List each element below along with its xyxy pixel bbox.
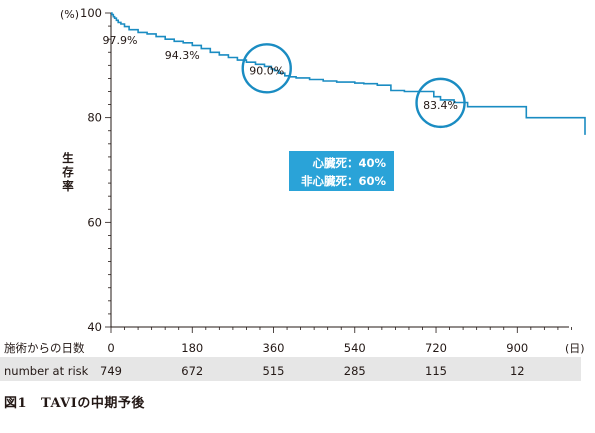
figure-number: 図1 — [4, 396, 28, 411]
y-tick-label: 100 — [80, 6, 102, 20]
risk-table-label: number at risk — [4, 364, 89, 378]
legend-item-noncardiac-death: 非心臓死：60% — [300, 174, 386, 188]
x-unit-label: (日) — [565, 342, 585, 355]
figure-caption: 図1 TAVIの中期予後 — [4, 392, 145, 411]
y-tick-label: 40 — [87, 320, 102, 334]
risk-table-value: 285 — [344, 364, 366, 378]
x-tick-label: 900 — [506, 341, 528, 355]
x-axis-title: 施術からの日数 — [4, 341, 85, 355]
highlight-circle — [241, 43, 292, 94]
survival-curve — [111, 12, 586, 135]
legend-item-cardiac-death: 心臓死：40% — [312, 156, 386, 170]
chart-axes — [105, 12, 572, 333]
figure-title: TAVIの中期予後 — [41, 396, 145, 411]
risk-table-band — [0, 357, 581, 381]
x-tick-label: 180 — [181, 341, 203, 355]
y-axis-title-char: 存 — [62, 165, 74, 179]
survival-curve-layer — [111, 12, 586, 135]
x-tick-label: 720 — [425, 341, 447, 355]
x-tick-label: 540 — [344, 341, 366, 355]
cause-of-death-legend: 心臓死：40% 非心臓死：60% — [289, 151, 394, 191]
risk-table-value: 115 — [425, 364, 447, 378]
annotation-layer: 97.9% 94.3% 90.0% 83.4% — [102, 34, 466, 129]
tick-label-layer: 40 60 80 100 0 180 360 540 720 900 (%) (日) 生存率施術からの日… — [4, 6, 585, 378]
circled-survival-label: 83.4% — [423, 99, 458, 112]
risk-table-value: 749 — [100, 364, 122, 378]
risk-table-value: 672 — [181, 364, 203, 378]
y-axis-title-char: 率 — [62, 179, 74, 193]
y-tick-label: 60 — [87, 215, 102, 229]
y-tick-label: 80 — [87, 111, 102, 125]
x-tick-label: 0 — [107, 341, 114, 355]
survival-label: 97.9% — [102, 34, 137, 47]
risk-table-value: 12 — [510, 364, 525, 378]
circled-survival-label: 90.0% — [249, 64, 284, 77]
y-axis-title-char: 生 — [62, 151, 74, 165]
highlight-circle — [415, 77, 466, 129]
risk-table-value: 515 — [263, 364, 285, 378]
x-tick-label: 360 — [263, 341, 285, 355]
y-unit-label: (%) — [60, 8, 79, 21]
survival-label: 94.3% — [165, 49, 200, 62]
